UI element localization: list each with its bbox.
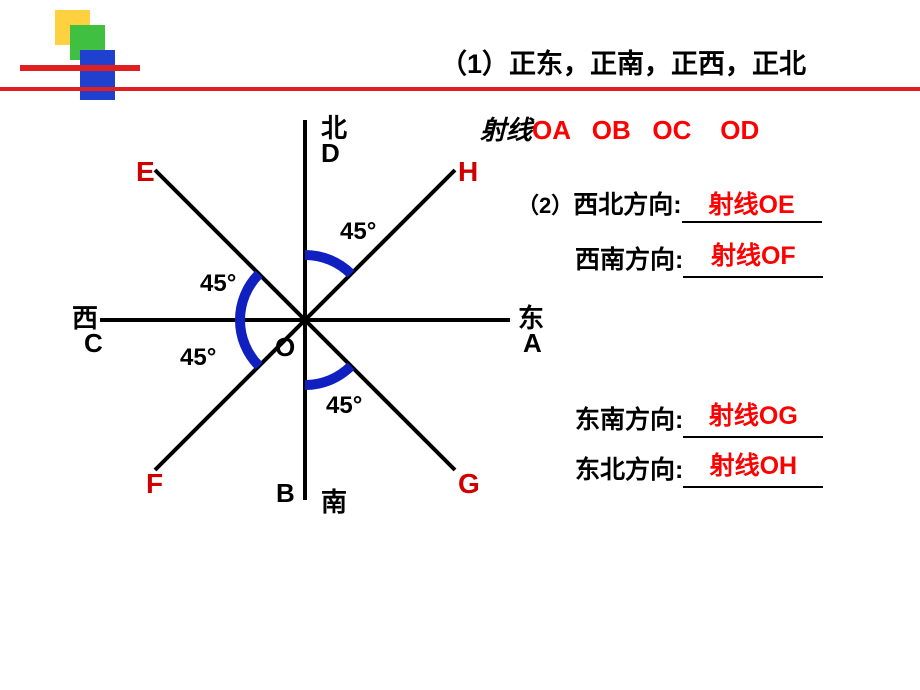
label-B: B [276,478,295,509]
angle-label-3: 45° [180,344,216,372]
angle-label-2: 45° [200,270,236,298]
q2-label-3: 东南方向: [575,406,683,434]
q2-item-4: 东北方向: 射线OH [575,450,823,488]
q1-line: （1）正东，正南，正西，正北 [440,42,806,81]
q2-answer-2: 射线OF [711,242,796,270]
label-E: E [136,156,155,188]
label-O: O [275,332,295,363]
q1-rays: OA OB OC OD [532,115,759,145]
label-A: A [523,328,542,359]
label-C: C [84,328,103,359]
label-G: G [458,468,480,500]
q2-item-2: 西南方向: 射线OF [575,240,823,278]
q1-ray-line: 射线OA OB OC OD [480,110,759,147]
q2-prefix: （2） [517,193,573,218]
angle-label-1: 45° [340,218,376,246]
q1-text: 正东，正南，正西，正北 [509,49,806,79]
angle-label-4: 45° [326,392,362,420]
q1-ray-prefix: 射线 [480,115,532,145]
label-D: D [321,138,340,169]
q2-answer-4: 射线OH [710,452,798,480]
compass-diagram: 北 南 东 西 D B A C O E H F G 45° 45° 45° 45… [40,80,540,520]
q2-item-3: 东南方向: 射线OG [575,400,823,438]
label-south: 南 [321,482,347,519]
q2-item-1: （2）西北方向: 射线OE [517,185,822,223]
q2-label-2: 西南方向: [575,246,683,274]
label-F: F [146,468,163,500]
label-H: H [458,156,478,188]
q1-prefix: （1） [440,49,509,79]
q2-answer-3: 射线OG [709,402,798,430]
q2-answer-1: 射线OE [709,191,795,219]
q2-label-1: 西北方向: [573,191,681,219]
q2-label-4: 东北方向: [575,456,683,484]
